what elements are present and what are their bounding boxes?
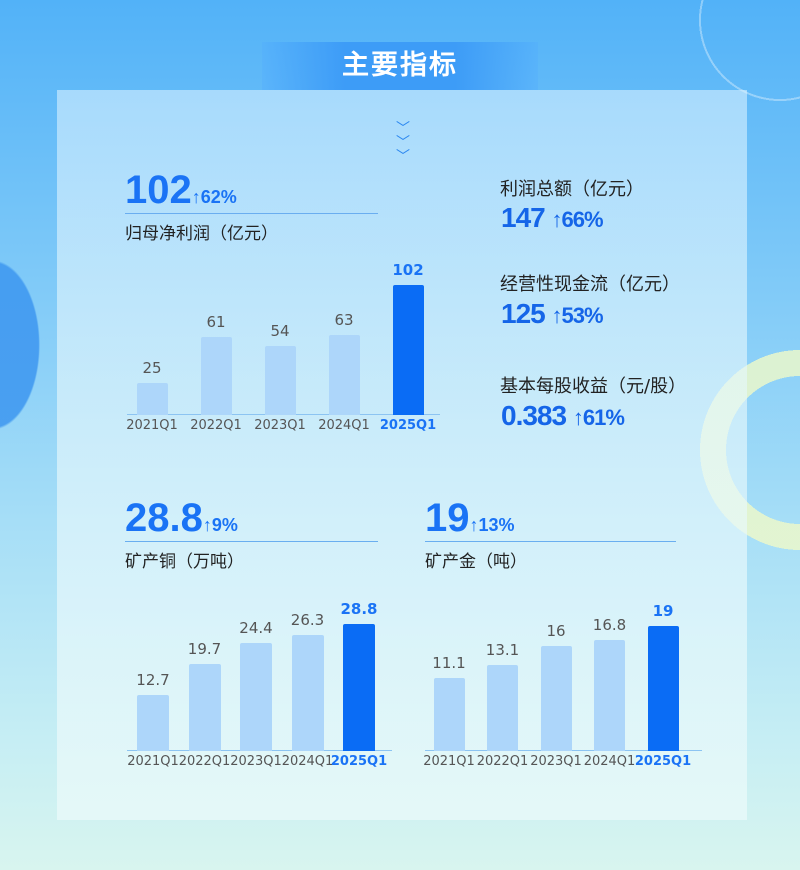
data-label: 24.4 (239, 619, 273, 638)
x-tick-label: 2022Q1 (178, 754, 231, 769)
kpi-number: 125 (501, 298, 546, 329)
divider (125, 213, 378, 214)
copper-chart: 12.7 2021Q1 19.7 2022Q1 24.4 2023Q1 26.3 2024Q1… (127, 600, 392, 769)
bar-2025Q1 (647, 626, 679, 751)
kpi-label: 经营性现金流（亿元） (500, 274, 680, 295)
kpi-value: 0.383 ↑61% (501, 400, 625, 432)
data-label: 13.1 (485, 640, 520, 659)
gold-headline: 19↑13% (425, 496, 515, 541)
x-tick-label: 2021Q1 (126, 418, 178, 433)
data-label: 28.8 (340, 600, 378, 618)
x-tick-label: 2025Q1 (634, 754, 692, 769)
headline-change: ↑9% (202, 515, 238, 535)
x-tick-label: 2024Q1 (281, 754, 334, 769)
x-tick-label: 2025Q1 (330, 754, 388, 769)
gold-chart: 11.1 2021Q1 13.1 2022Q1 16 2023Q1 16.8 2024Q1 19… (423, 600, 702, 769)
x-tick-label: 2023Q1 (230, 754, 282, 769)
copper-headline: 28.8↑9% (125, 496, 238, 541)
kpi-change: ↑61% (572, 405, 625, 430)
x-tick-label: 2023Q1 (530, 754, 582, 769)
bar-2024Q1 (594, 640, 625, 751)
chart-title: 归母净利润（亿元） (125, 224, 278, 244)
x-tick-label: 2024Q1 (318, 418, 370, 433)
data-label: 12.7 (136, 670, 170, 689)
bar-2021Q1 (137, 695, 169, 751)
bar-2023Q1 (540, 645, 572, 751)
divider (425, 541, 676, 542)
kpi-label: 利润总额（亿元） (500, 179, 644, 200)
data-label: 63 (334, 310, 354, 329)
x-tick-label: 2021Q1 (423, 754, 475, 769)
net-profit-chart: 25 2021Q1 61 2022Q1 54 2023Q1 63 2024Q1 102 2025Q… (126, 261, 440, 433)
x-tick-label: 2022Q1 (476, 754, 529, 769)
headline-change: ↑62% (191, 187, 237, 207)
bar-2022Q1 (200, 337, 232, 415)
x-tick-label: 2023Q1 (254, 418, 306, 433)
kpi-change: ↑66% (551, 207, 604, 232)
bar-2023Q1 (264, 346, 296, 415)
data-label: 61 (206, 313, 226, 332)
x-tick-label: 2021Q1 (127, 754, 179, 769)
bar-2021Q1 (433, 677, 465, 751)
kpi-number: 0.383 (501, 400, 567, 431)
kpi-value: 125 ↑53% (501, 298, 604, 330)
bar-2022Q1 (188, 664, 221, 751)
net-profit-headline: 102↑62% (125, 168, 237, 213)
headline-change: ↑13% (469, 515, 515, 535)
kpi-label: 基本每股收益（元/股） (500, 376, 687, 397)
data-label: 19.7 (187, 640, 222, 659)
page-title: 主要指标 (262, 42, 538, 90)
chart-title: 矿产铜（万吨） (125, 552, 244, 572)
kpi-number: 147 (501, 202, 546, 233)
data-label: 102 (392, 261, 424, 279)
headline-value: 28.8 (125, 496, 203, 540)
data-label: 16 (546, 621, 566, 640)
data-label: 26.3 (290, 611, 325, 630)
data-label: 11.1 (432, 653, 466, 672)
bar-2024Q1 (328, 334, 360, 415)
bar-2021Q1 (136, 383, 168, 415)
kpi-change: ↑53% (551, 303, 604, 328)
divider (125, 541, 378, 542)
x-tick-label: 2022Q1 (190, 418, 242, 433)
chart-title: 矿产金（吨） (425, 552, 527, 572)
bar-2024Q1 (291, 635, 324, 751)
bar-2023Q1 (240, 643, 272, 751)
data-label: 19 (652, 602, 674, 620)
x-tick-label: 2024Q1 (583, 754, 636, 769)
data-label: 25 (142, 359, 162, 378)
bar-2025Q1 (392, 285, 424, 415)
headline-value: 102 (125, 168, 192, 212)
x-tick-label: 2025Q1 (379, 418, 437, 433)
headline-value: 19 (425, 496, 470, 540)
data-label: 16.8 (592, 616, 627, 635)
data-label: 54 (270, 322, 290, 341)
bar-2022Q1 (487, 664, 518, 751)
content-panel (57, 90, 747, 820)
kpi-value: 147 ↑66% (501, 202, 604, 234)
bar-2025Q1 (343, 624, 375, 751)
chevrons-down-icon: ﹀ ﹀ ﹀ (396, 121, 410, 165)
